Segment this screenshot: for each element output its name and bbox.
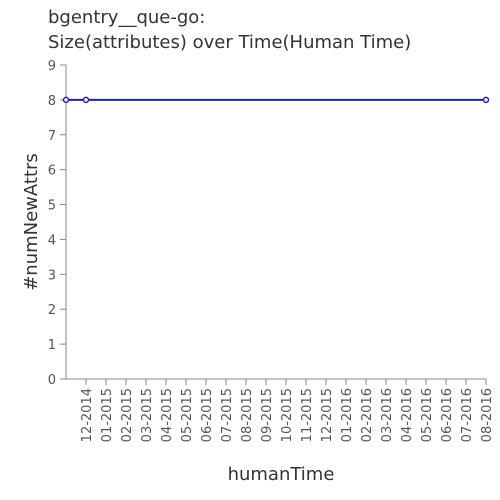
- x-tick-label: 08-2015: [240, 388, 255, 442]
- x-tick-label: 12-2014: [80, 388, 95, 442]
- x-tick-label: 07-2015: [220, 388, 235, 442]
- x-tick-label: 02-2016: [360, 388, 375, 442]
- x-tick-label: 02-2015: [120, 388, 135, 442]
- y-tick-label: 3: [48, 268, 56, 283]
- y-ticks: 0 1 2 3 4 5 6 7 8 9: [48, 59, 66, 388]
- x-tick-label: 09-2015: [260, 388, 275, 442]
- chart-title-line-1: bgentry__que-go:: [48, 7, 206, 28]
- x-tick-label: 04-2015: [160, 388, 175, 442]
- data-point: [62, 96, 70, 104]
- x-tick-label: 05-2016: [420, 388, 435, 442]
- x-axis-label: humanTime: [228, 464, 335, 485]
- x-tick-label: 01-2016: [340, 388, 355, 442]
- x-tick-label: 06-2016: [440, 388, 455, 442]
- x-tick-label: 07-2016: [460, 388, 475, 442]
- data-point: [482, 96, 490, 104]
- x-tick-label: 08-2016: [480, 388, 495, 442]
- x-tick-label: 04-2016: [400, 388, 415, 442]
- x-tick-label: 01-2015: [100, 388, 115, 442]
- y-tick-label: 7: [48, 129, 56, 144]
- y-tick-label: 2: [48, 303, 56, 318]
- y-tick-label: 4: [48, 233, 56, 248]
- data-point: [82, 96, 90, 104]
- x-tick-label: 03-2015: [140, 388, 155, 442]
- chart-title-line-2: Size(attributes) over Time(Human Time): [48, 32, 412, 53]
- series-group: [62, 96, 490, 104]
- y-tick-label: 6: [48, 164, 56, 179]
- y-tick-label: 5: [48, 199, 56, 214]
- x-tick-label: 10-2015: [280, 388, 295, 442]
- y-tick-label: 0: [48, 373, 56, 388]
- x-tick-label: 12-2015: [320, 388, 335, 442]
- x-tick-label: 05-2015: [180, 388, 195, 442]
- y-tick-label: 9: [48, 59, 56, 74]
- x-tick-label: 06-2015: [200, 388, 215, 442]
- x-tick-label: 03-2016: [380, 388, 395, 442]
- y-axis-label: #numNewAttrs: [21, 153, 42, 291]
- x-ticks: 12-2014 01-2015 02-2015 03-2015 04-2015 05-20…: [80, 379, 495, 442]
- y-tick-label: 8: [48, 94, 56, 109]
- x-tick-label: 11-2015: [300, 388, 315, 442]
- y-tick-label: 1: [48, 338, 56, 353]
